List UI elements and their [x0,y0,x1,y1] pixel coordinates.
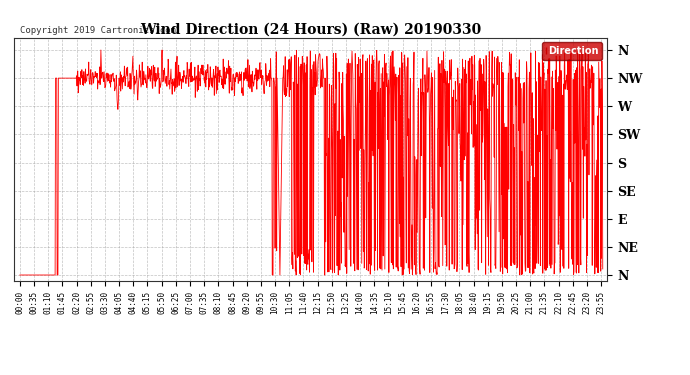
Legend: Direction: Direction [542,42,602,60]
Title: Wind Direction (24 Hours) (Raw) 20190330: Wind Direction (24 Hours) (Raw) 20190330 [140,22,481,36]
Text: Copyright 2019 Cartronics.com: Copyright 2019 Cartronics.com [20,26,176,35]
